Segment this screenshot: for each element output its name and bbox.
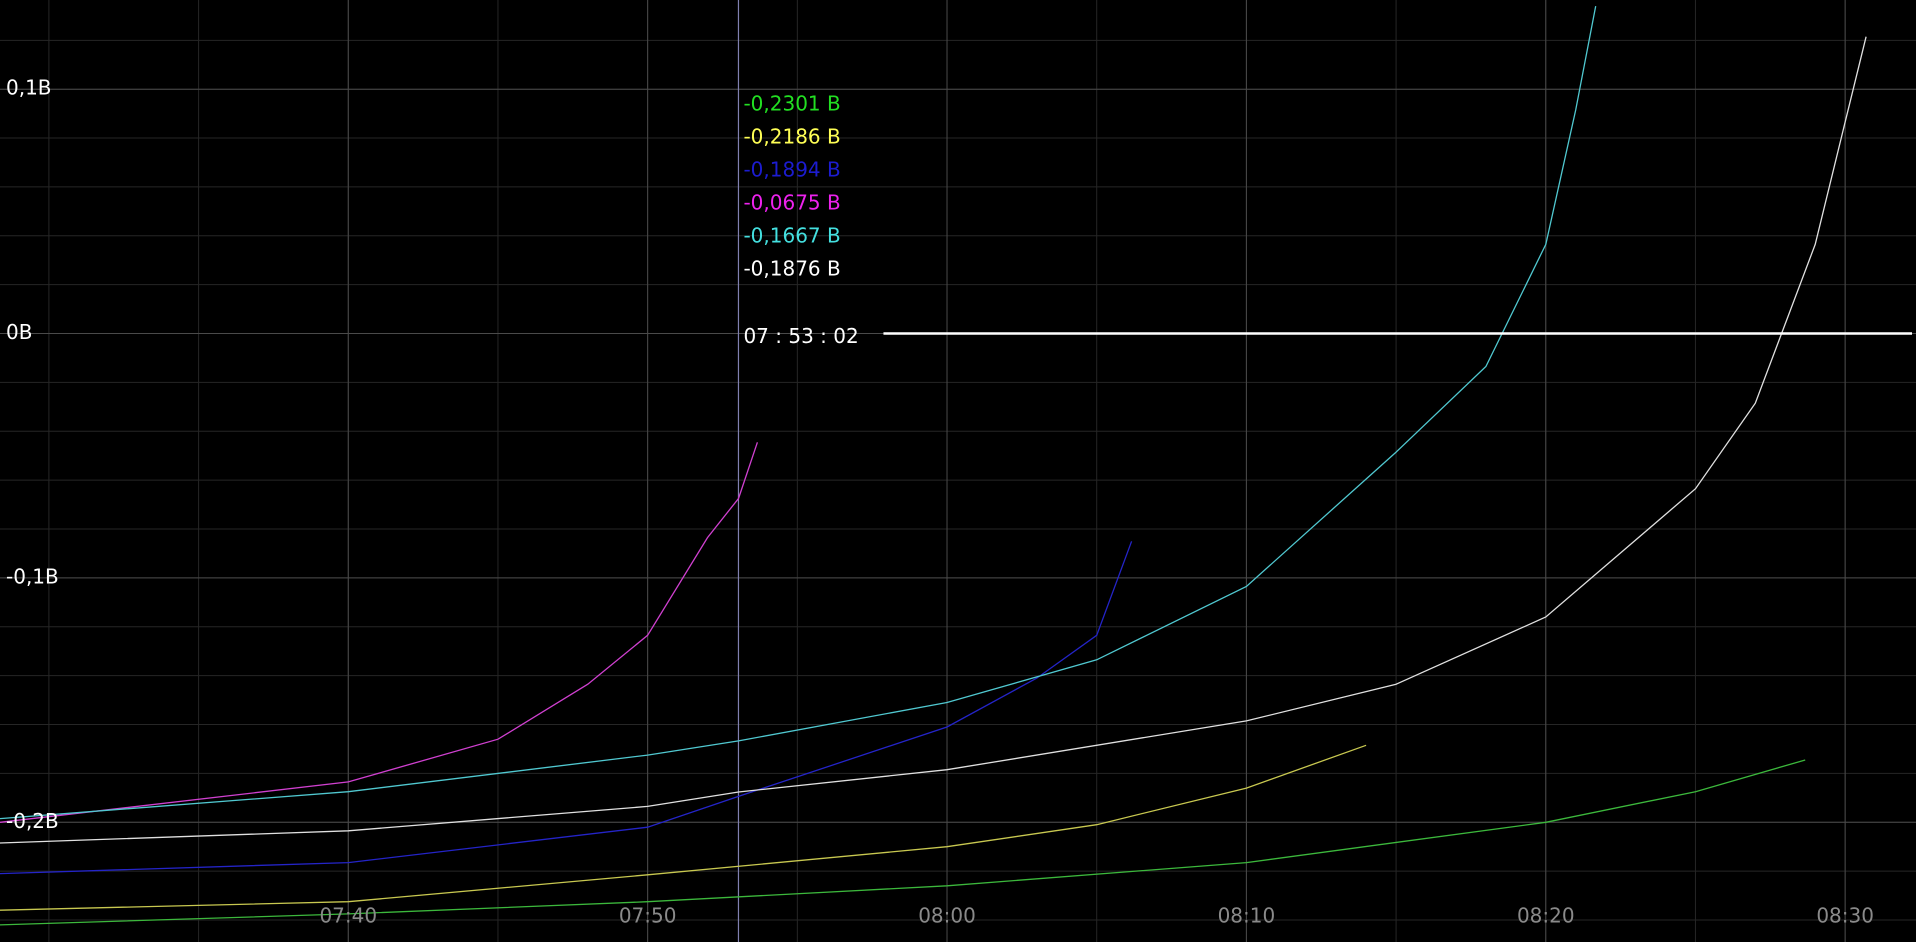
y-tick-label: -0,2B <box>6 809 59 833</box>
x-tick-label: 08:00 <box>918 904 976 928</box>
series-line <box>0 744 1367 911</box>
cursor-readout: -0,2186 B <box>743 125 840 149</box>
x-tick-label: 08:20 <box>1517 904 1575 928</box>
x-tick-label: 08:30 <box>1816 904 1874 928</box>
y-tick-label: 0B <box>6 320 32 344</box>
x-tick-label: 08:10 <box>1218 904 1276 928</box>
x-tick-label: 07:40 <box>319 904 377 928</box>
y-tick-label: -0,1B <box>6 564 59 588</box>
x-tick-label: 07:50 <box>619 904 677 928</box>
series-line <box>0 541 1133 875</box>
series-lines <box>0 5 1867 926</box>
cursor-time-label: 07 : 53 : 02 <box>743 324 858 348</box>
cursor-readout: -0,1876 B <box>743 257 840 281</box>
series-line <box>0 36 1867 844</box>
cursor-readout: -0,1894 B <box>743 158 840 182</box>
labels: 0,1B 0B -0,1B -0,2B 07:40 07:50 08:00 08:10 08:2… <box>6 76 1912 928</box>
series-line <box>0 5 1597 820</box>
series-line <box>0 442 759 823</box>
cursor-readout: -0,0675 B <box>743 191 840 215</box>
cursor-readout: -0,1667 B <box>743 224 840 248</box>
series-line <box>0 759 1806 926</box>
y-tick-label: 0,1B <box>6 76 52 100</box>
cursor-readout: -0,2301 B <box>743 92 840 116</box>
